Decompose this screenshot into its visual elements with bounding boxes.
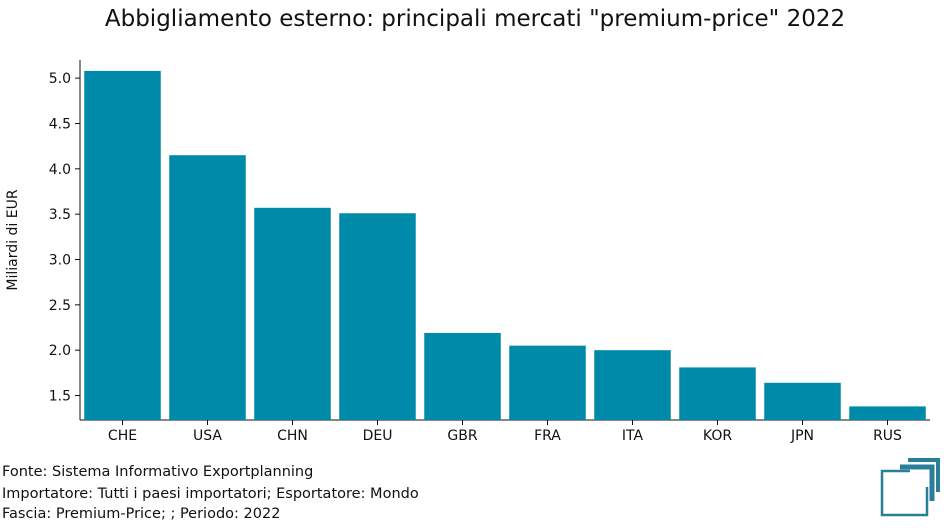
bar-jpn bbox=[764, 382, 841, 420]
x-tick-label: GBR bbox=[447, 428, 477, 444]
bar-usa bbox=[169, 155, 246, 420]
x-tick-label: FRA bbox=[534, 428, 561, 444]
x-tick-label: JPN bbox=[790, 428, 814, 444]
exportplanning-logo-icon bbox=[880, 458, 940, 517]
x-tick-label: DEU bbox=[363, 428, 393, 444]
bar-deu bbox=[339, 213, 416, 420]
x-tick-label: KOR bbox=[703, 428, 732, 444]
chart-title: Abbigliamento esterno: principali mercat… bbox=[104, 6, 846, 32]
y-axis: 1.5 2.0 2.5 3.0 3.5 4.0 4.5 5.0 bbox=[49, 60, 81, 420]
bars-group bbox=[84, 70, 926, 420]
y-tick-label: 2.0 bbox=[49, 343, 71, 359]
bar-gbr bbox=[424, 332, 501, 420]
x-tick-label: ITA bbox=[622, 428, 644, 444]
x-axis: CHE USA CHN DEU GBR FRA ITA KOR JPN RUS bbox=[80, 419, 930, 444]
footer-range: Fascia: Premium-Price; ; Periodo: 2022 bbox=[2, 506, 281, 522]
x-tick-label: CHN bbox=[277, 428, 308, 444]
x-tick-label: RUS bbox=[873, 428, 902, 444]
y-tick-label: 3.5 bbox=[49, 207, 71, 223]
y-tick-label: 3.0 bbox=[49, 252, 71, 268]
x-tick-label: CHE bbox=[108, 428, 137, 444]
y-tick-label: 1.5 bbox=[49, 389, 71, 405]
x-tick-label: USA bbox=[193, 428, 222, 444]
bar-chn bbox=[254, 207, 331, 420]
y-axis-label: Miliardi di EUR bbox=[5, 189, 21, 290]
bar-kor bbox=[679, 367, 756, 420]
bar-fra bbox=[509, 345, 586, 420]
bar-che bbox=[84, 70, 161, 420]
footer-source: Fonte: Sistema Informativo Exportplannin… bbox=[2, 464, 314, 480]
y-tick-label: 4.5 bbox=[49, 116, 71, 132]
bar-ita bbox=[594, 350, 671, 420]
bar-rus bbox=[849, 406, 926, 420]
y-tick-label: 5.0 bbox=[49, 71, 71, 87]
y-tick-label: 4.0 bbox=[49, 162, 71, 178]
footer-importer: Importatore: Tutti i paesi importatori; … bbox=[2, 486, 419, 502]
y-tick-label: 2.5 bbox=[49, 298, 71, 314]
